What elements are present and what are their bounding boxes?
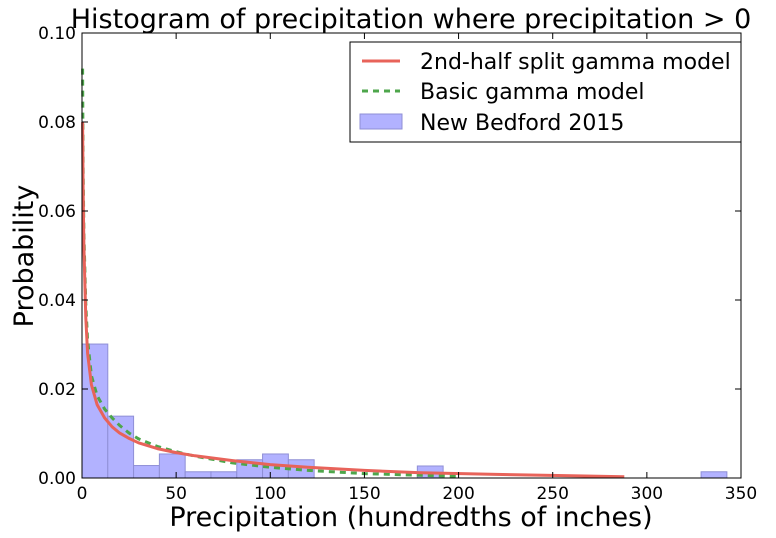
x-tick-label: 200 [442, 484, 474, 504]
x-tick-label: 350 [725, 484, 757, 504]
x-tick-label: 300 [631, 484, 663, 504]
histogram-bar [184, 471, 212, 479]
histogram-bar [81, 343, 109, 479]
y-tick-label: 0.10 [38, 24, 76, 44]
split-gamma-line [81, 121, 625, 479]
model-lines [81, 68, 625, 479]
x-tick-label: 50 [165, 484, 187, 504]
histogram-bar [700, 471, 728, 479]
x-axis-label: Precipitation (hundredths of inches) [169, 502, 652, 533]
legend-label-basic-gamma: Basic gamma model [420, 80, 645, 105]
legend-label-histogram: New Bedford 2015 [420, 111, 624, 136]
histogram-bars [81, 343, 728, 479]
histogram-bar [133, 465, 160, 479]
y-axis: 0.00 0.02 0.04 0.06 0.08 0.10 [38, 24, 741, 489]
y-tick-label: 0.02 [38, 380, 76, 400]
y-tick-label: 0.04 [38, 291, 76, 311]
x-axis: 0 50 100 150 200 250 300 350 [77, 33, 757, 504]
histogram-bar [210, 471, 238, 479]
y-axis-label: Probability [9, 185, 40, 328]
y-tick-label: 0.08 [38, 113, 76, 133]
legend-box [349, 41, 742, 143]
x-tick-label: 250 [536, 484, 568, 504]
y-tick-label: 0.00 [38, 469, 76, 489]
x-tick-label: 150 [348, 484, 380, 504]
legend-swatch-histogram [359, 113, 403, 130]
legend: 2nd-half split gamma model Basic gamma m… [349, 41, 742, 143]
plot-frame [81, 32, 742, 479]
x-tick-label: 100 [254, 484, 286, 504]
y-tick-label: 0.06 [38, 202, 76, 222]
x-tick-label: 0 [77, 484, 88, 504]
chart-title: Histogram of precipitation where precipi… [71, 4, 752, 35]
legend-label-split-gamma: 2nd-half split gamma model [420, 50, 731, 75]
histogram-bar [158, 453, 186, 479]
